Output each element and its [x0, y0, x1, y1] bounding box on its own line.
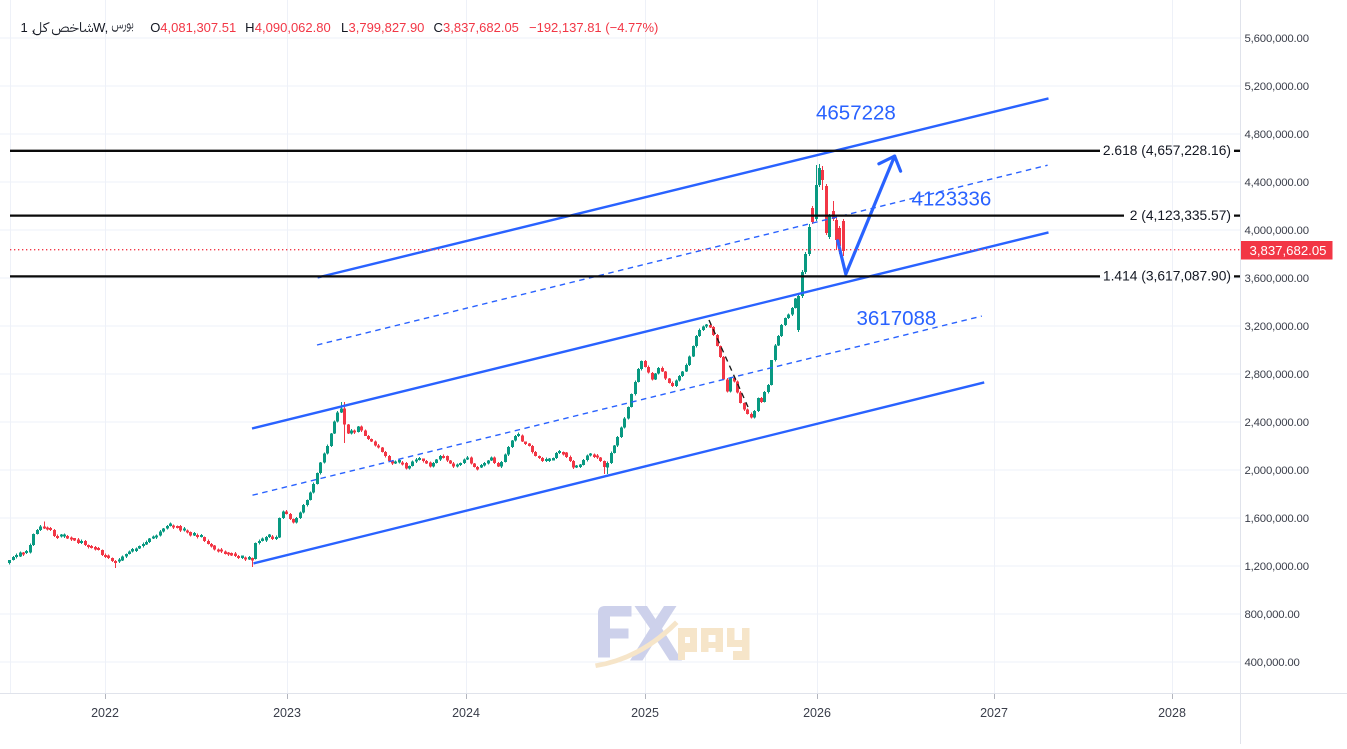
svg-text:1 ,: 1 ,	[21, 20, 35, 35]
svg-text:2024: 2024	[452, 706, 480, 720]
svg-text:1,200,000.00: 1,200,000.00	[1245, 561, 1309, 573]
svg-text:4,090,062.80: 4,090,062.80	[255, 20, 331, 35]
svg-text:4,400,000.00: 4,400,000.00	[1245, 177, 1309, 189]
svg-text:3,837,682.05: 3,837,682.05	[443, 20, 519, 35]
svg-text:−192,137.81 (−4.77%): −192,137.81 (−4.77%)	[529, 20, 658, 35]
svg-text:2,400,000.00: 2,400,000.00	[1245, 417, 1309, 429]
svg-text:2,000,000.00: 2,000,000.00	[1245, 465, 1309, 477]
svg-text:2.618 (4,657,228.16): 2.618 (4,657,228.16)	[1103, 143, 1231, 158]
svg-text:2 (4,123,335.57): 2 (4,123,335.57)	[1130, 208, 1231, 223]
svg-text:2025: 2025	[631, 706, 659, 720]
svg-text:2,800,000.00: 2,800,000.00	[1245, 369, 1309, 381]
svg-text:O: O	[150, 20, 160, 35]
svg-text:2028: 2028	[1158, 706, 1186, 720]
svg-text:3,799,827.90: 3,799,827.90	[349, 20, 425, 35]
svg-text:3,200,000.00: 3,200,000.00	[1245, 321, 1309, 333]
svg-text:4,081,307.51: 4,081,307.51	[160, 20, 236, 35]
svg-text:4123336: 4123336	[912, 188, 992, 211]
svg-text:3,837,682.05: 3,837,682.05	[1250, 243, 1327, 258]
svg-text:4,000,000.00: 4,000,000.00	[1245, 225, 1309, 237]
svg-text:2022: 2022	[91, 706, 119, 720]
svg-text:3617088: 3617088	[857, 307, 937, 330]
svg-text:5,600,000.00: 5,600,000.00	[1245, 33, 1309, 45]
svg-text:2027: 2027	[980, 706, 1008, 720]
svg-text:400,000.00: 400,000.00	[1245, 657, 1300, 669]
svg-text:1.414 (3,617,087.90): 1.414 (3,617,087.90)	[1103, 269, 1231, 284]
svg-text:2026: 2026	[803, 706, 831, 720]
svg-text:4657228: 4657228	[816, 102, 896, 125]
svg-text:4,800,000.00: 4,800,000.00	[1245, 129, 1309, 141]
svg-text:3,600,000.00: 3,600,000.00	[1245, 273, 1309, 285]
svg-text:W,: W,	[93, 20, 108, 35]
svg-text:H: H	[245, 20, 254, 35]
svg-text:5,200,000.00: 5,200,000.00	[1245, 81, 1309, 93]
svg-text:L: L	[341, 20, 348, 35]
svg-text:800,000.00: 800,000.00	[1245, 609, 1300, 621]
svg-text:1,600,000.00: 1,600,000.00	[1245, 513, 1309, 525]
svg-text:C: C	[434, 20, 443, 35]
svg-text:2023: 2023	[273, 706, 301, 720]
